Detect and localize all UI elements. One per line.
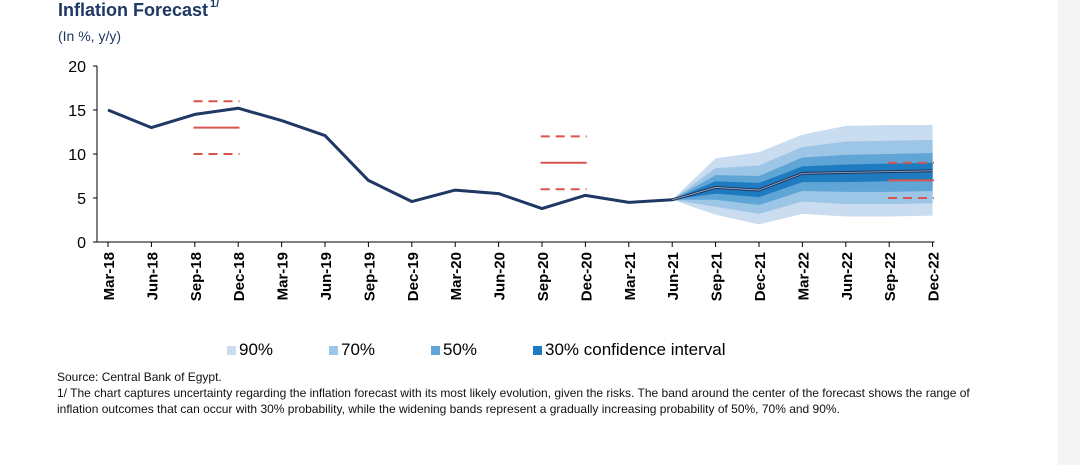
x-tick-label: Mar-20 (448, 252, 465, 300)
x-tick-label: Sep-20 (535, 252, 552, 301)
legend-label: 30% confidence interval (545, 340, 726, 359)
x-tick-label: Sep-19 (361, 252, 378, 301)
x-tick-label: Sep-18 (188, 252, 205, 301)
right-margin-strip (1058, 0, 1080, 465)
legend-label: 50% (443, 340, 478, 359)
y-tick-label: 15 (68, 103, 86, 120)
chart-title: Inflation Forecast 1/ (58, 0, 219, 21)
x-tick-label: Dec-20 (578, 252, 595, 301)
legend-item: 70% (329, 340, 375, 360)
x-tick-label: Jun-22 (839, 252, 856, 300)
legend-item: 90% (227, 340, 273, 360)
y-tick-label: 20 (68, 59, 86, 76)
x-tick-label: Mar-21 (622, 252, 639, 300)
x-tick-label: Jun-19 (318, 252, 335, 300)
x-tick-label: Sep-22 (882, 252, 899, 301)
chart-legend: 90% 70% 50% 30% confidence interval (0, 340, 1058, 362)
x-tick-label: Dec-18 (231, 252, 248, 301)
legend-item: 50% (431, 340, 477, 360)
legend-label: 90% (239, 340, 274, 359)
footnote-text: 1/ The chart captures uncertainty regard… (57, 386, 970, 416)
x-tick-label: Mar-19 (275, 252, 292, 300)
x-tick-label: Jun-18 (144, 252, 161, 300)
source-note: Source: Central Bank of Egypt. (57, 370, 222, 384)
y-tick-label: 10 (68, 147, 86, 164)
title-footnote-marker: 1/ (210, 0, 220, 10)
x-tick-label: Mar-22 (795, 252, 812, 300)
x-tick-label: Jun-21 (665, 252, 682, 300)
x-tick-label: Dec-19 (405, 252, 422, 301)
legend-item: 30% confidence interval (533, 340, 726, 360)
legend-swatch (533, 345, 542, 355)
inflation-fan-chart: 0 5 10 15 20 Mar-18 Jun-18 Sep-18 Dec-18 Mar-19 Ju… (68, 59, 943, 301)
chart-notes: Source: Central Bank of Egypt. 1/ The ch… (57, 369, 977, 417)
x-tick-label: Dec-21 (752, 252, 769, 301)
chart-subtitle: (In %, y/y) (58, 28, 122, 44)
x-tick-label: Jun-20 (492, 252, 509, 300)
legend-swatch (227, 345, 236, 355)
x-tick-label: Sep-21 (709, 252, 726, 301)
y-tick-label: 0 (77, 235, 86, 252)
chart-title-text: Inflation Forecast (58, 0, 209, 20)
legend-swatch (329, 345, 338, 355)
y-tick-label: 5 (77, 191, 86, 208)
x-tick-label: Dec-22 (926, 252, 943, 301)
legend-label: 70% (341, 340, 376, 359)
x-tick-label: Mar-18 (101, 252, 118, 300)
legend-swatch (431, 345, 440, 355)
